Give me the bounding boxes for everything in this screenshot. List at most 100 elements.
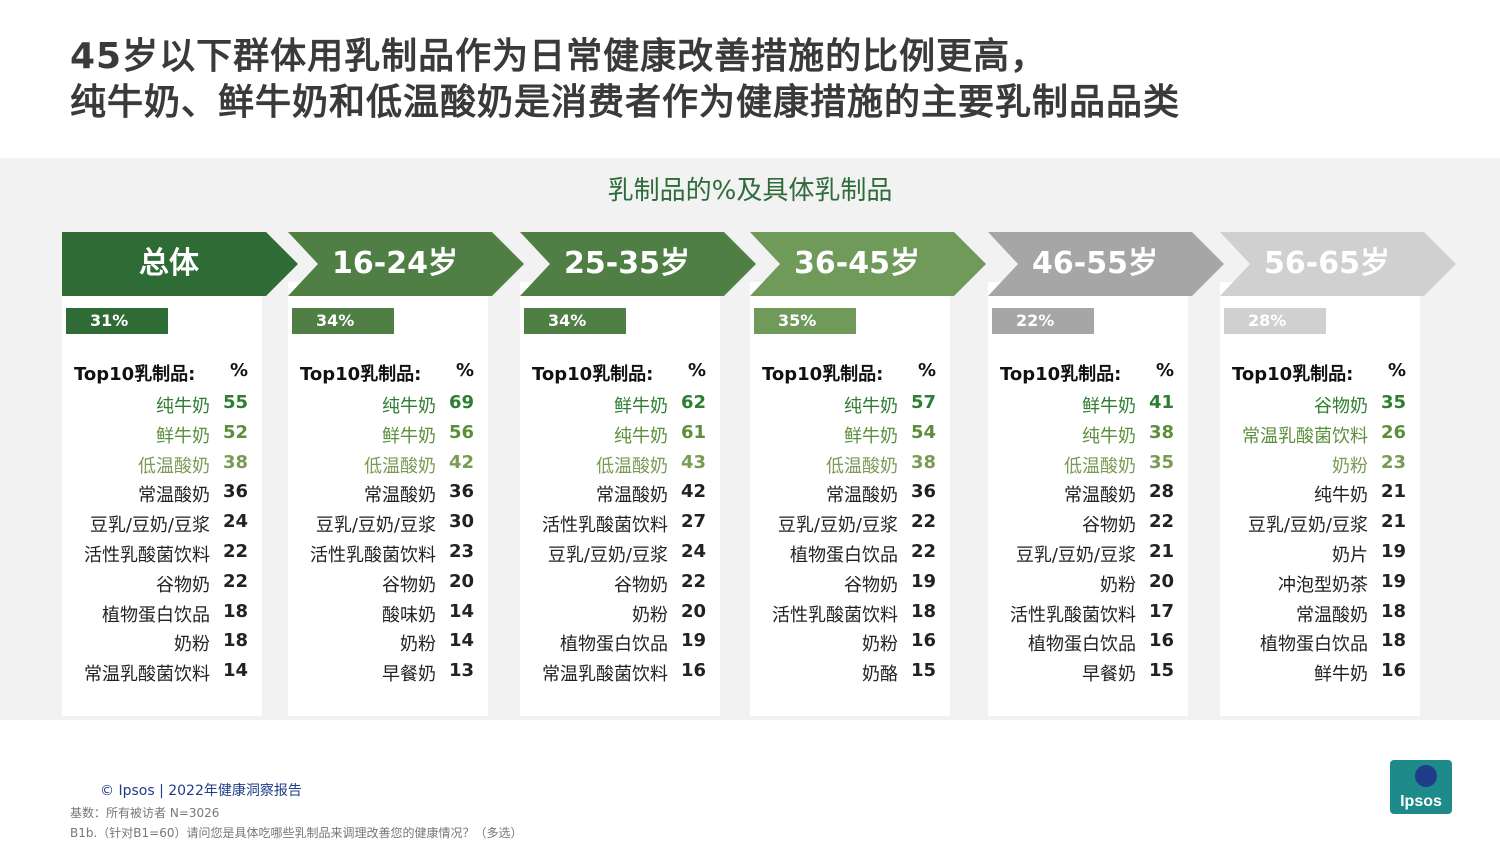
column-background (62, 282, 262, 716)
table-row: 低温酸奶 42 (288, 450, 488, 480)
table-row: 谷物奶 20 (288, 569, 488, 599)
table-row: 纯牛奶 38 (988, 420, 1188, 450)
product-value: 42 (448, 451, 474, 473)
table-row: 常温酸奶 36 (288, 479, 488, 509)
product-value: 62 (680, 392, 706, 413)
product-name: 纯牛奶 (844, 396, 898, 417)
product-name: 豆乳/豆奶/豆浆 (1015, 544, 1136, 566)
table-row: 植物蛋白饮品 22 (750, 539, 950, 569)
table-row: 谷物奶 22 (62, 569, 262, 599)
age-group-column: 总体 31% Top10乳制品:% 纯牛奶 55 鲜牛奶 52 低温酸奶 38 常温酸奶 36 豆乳/… (62, 232, 298, 716)
table-header: Top10乳制品:% (62, 360, 262, 390)
product-value: 16 (1148, 630, 1174, 652)
group-share-bar: 34% (524, 308, 626, 334)
product-name: 活性乳酸菌饮料 (772, 604, 898, 626)
product-name: 常温乳酸菌饮料 (542, 664, 668, 686)
group-share-bar: 31% (66, 308, 168, 334)
column-background (750, 282, 950, 716)
top10-table: Top10乳制品:% 鲜牛奶 41 纯牛奶 38 低温酸奶 35 常温酸奶 28 谷物奶 22 豆乳/… (988, 360, 1188, 688)
product-value: 36 (448, 481, 474, 503)
product-value: 16 (1380, 660, 1406, 682)
group-chevron (988, 232, 1224, 296)
table-header: Top10乳制品:% (1220, 360, 1420, 390)
table-header: Top10乳制品:% (988, 360, 1188, 390)
table-header-pct: % (1155, 360, 1174, 381)
group-chevron (62, 232, 298, 296)
table-row: 鲜牛奶 16 (1220, 658, 1420, 688)
product-value: 24 (222, 511, 248, 533)
product-name: 冲泡型奶茶 (1278, 574, 1368, 596)
product-name: 早餐奶 (1082, 664, 1136, 686)
product-value: 57 (910, 392, 936, 413)
table-header-label: Top10乳制品: (762, 364, 884, 385)
product-value: 22 (680, 570, 706, 592)
product-value: 18 (910, 600, 936, 622)
product-value: 55 (222, 392, 248, 413)
table-row: 鲜牛奶 52 (62, 420, 262, 450)
table-header: Top10乳制品:% (750, 360, 950, 390)
title-line-2: 纯牛奶、鲜牛奶和低温酸奶是消费者作为健康措施的主要乳制品品类 (70, 82, 1181, 123)
product-value: 35 (1380, 392, 1406, 413)
footer-question: B1b.（针对B1=60）请问您是具体吃哪些乳制品来调理改善您的健康情况？（多选… (70, 826, 523, 840)
product-name: 纯牛奶 (382, 396, 436, 417)
logo-text: Ipsos (1400, 793, 1442, 810)
product-name: 谷物奶 (156, 574, 210, 596)
table-row: 纯牛奶 61 (520, 420, 720, 450)
ipsos-logo-icon: Ipsos (1390, 760, 1452, 814)
product-value: 19 (1380, 540, 1406, 562)
group-share-bar: 35% (754, 308, 856, 334)
product-value: 22 (222, 540, 248, 562)
product-value: 18 (222, 600, 248, 622)
product-value: 13 (448, 660, 474, 682)
table-header-label: Top10乳制品: (1000, 364, 1122, 385)
table-row: 低温酸奶 38 (62, 450, 262, 480)
table-row: 谷物奶 35 (1220, 390, 1420, 420)
product-value: 21 (1148, 540, 1174, 562)
product-value: 35 (1148, 451, 1174, 473)
table-row: 奶粉 20 (520, 599, 720, 629)
product-value: 19 (680, 630, 706, 652)
footer-brand: © Ipsos | 2022年健康洞察报告 (100, 783, 302, 799)
group-label: 36-45岁 (794, 246, 920, 281)
product-name: 活性乳酸菌饮料 (310, 544, 436, 566)
table-row: 谷物奶 22 (988, 509, 1188, 539)
product-value: 16 (910, 630, 936, 652)
product-name: 谷物奶 (844, 574, 898, 596)
table-header-label: Top10乳制品: (1232, 364, 1354, 385)
group-chevron (288, 232, 524, 296)
product-name: 鲜牛奶 (844, 425, 898, 447)
group-share-bar: 34% (292, 308, 394, 334)
table-header-pct: % (687, 360, 706, 381)
table-row: 奶粉 18 (62, 628, 262, 658)
product-name: 豆乳/豆奶/豆浆 (315, 515, 436, 537)
product-name: 奶粉 (1332, 455, 1368, 477)
chevron-shape (520, 232, 756, 296)
product-value: 36 (222, 481, 248, 503)
group-chevron (750, 232, 986, 296)
table-row: 豆乳/豆奶/豆浆 21 (988, 539, 1188, 569)
table-row: 奶粉 14 (288, 628, 488, 658)
product-value: 14 (222, 660, 248, 682)
product-name: 谷物奶 (614, 574, 668, 596)
table-row: 低温酸奶 35 (988, 450, 1188, 480)
table-row: 常温酸奶 28 (988, 479, 1188, 509)
product-name: 常温酸奶 (1296, 604, 1368, 626)
table-row: 奶片 19 (1220, 539, 1420, 569)
product-value: 56 (448, 421, 474, 443)
product-name: 常温乳酸菌饮料 (84, 664, 210, 686)
product-value: 61 (680, 421, 706, 443)
product-name: 植物蛋白饮品 (790, 544, 898, 566)
table-row: 酸味奶 14 (288, 599, 488, 629)
table-row: 冲泡型奶茶 19 (1220, 569, 1420, 599)
product-name: 鲜牛奶 (156, 425, 210, 447)
product-value: 21 (1380, 511, 1406, 533)
group-label: 46-55岁 (1032, 246, 1158, 281)
top10-table: Top10乳制品:% 鲜牛奶 62 纯牛奶 61 低温酸奶 43 常温酸奶 42 活性乳酸菌饮料 2… (520, 360, 720, 688)
table-row: 植物蛋白饮品 16 (988, 628, 1188, 658)
table-header-pct: % (917, 360, 936, 381)
column-background (988, 282, 1188, 716)
table-row: 豆乳/豆奶/豆浆 22 (750, 509, 950, 539)
product-name: 常温酸奶 (596, 485, 668, 507)
table-row: 活性乳酸菌饮料 27 (520, 509, 720, 539)
product-value: 22 (910, 540, 936, 562)
